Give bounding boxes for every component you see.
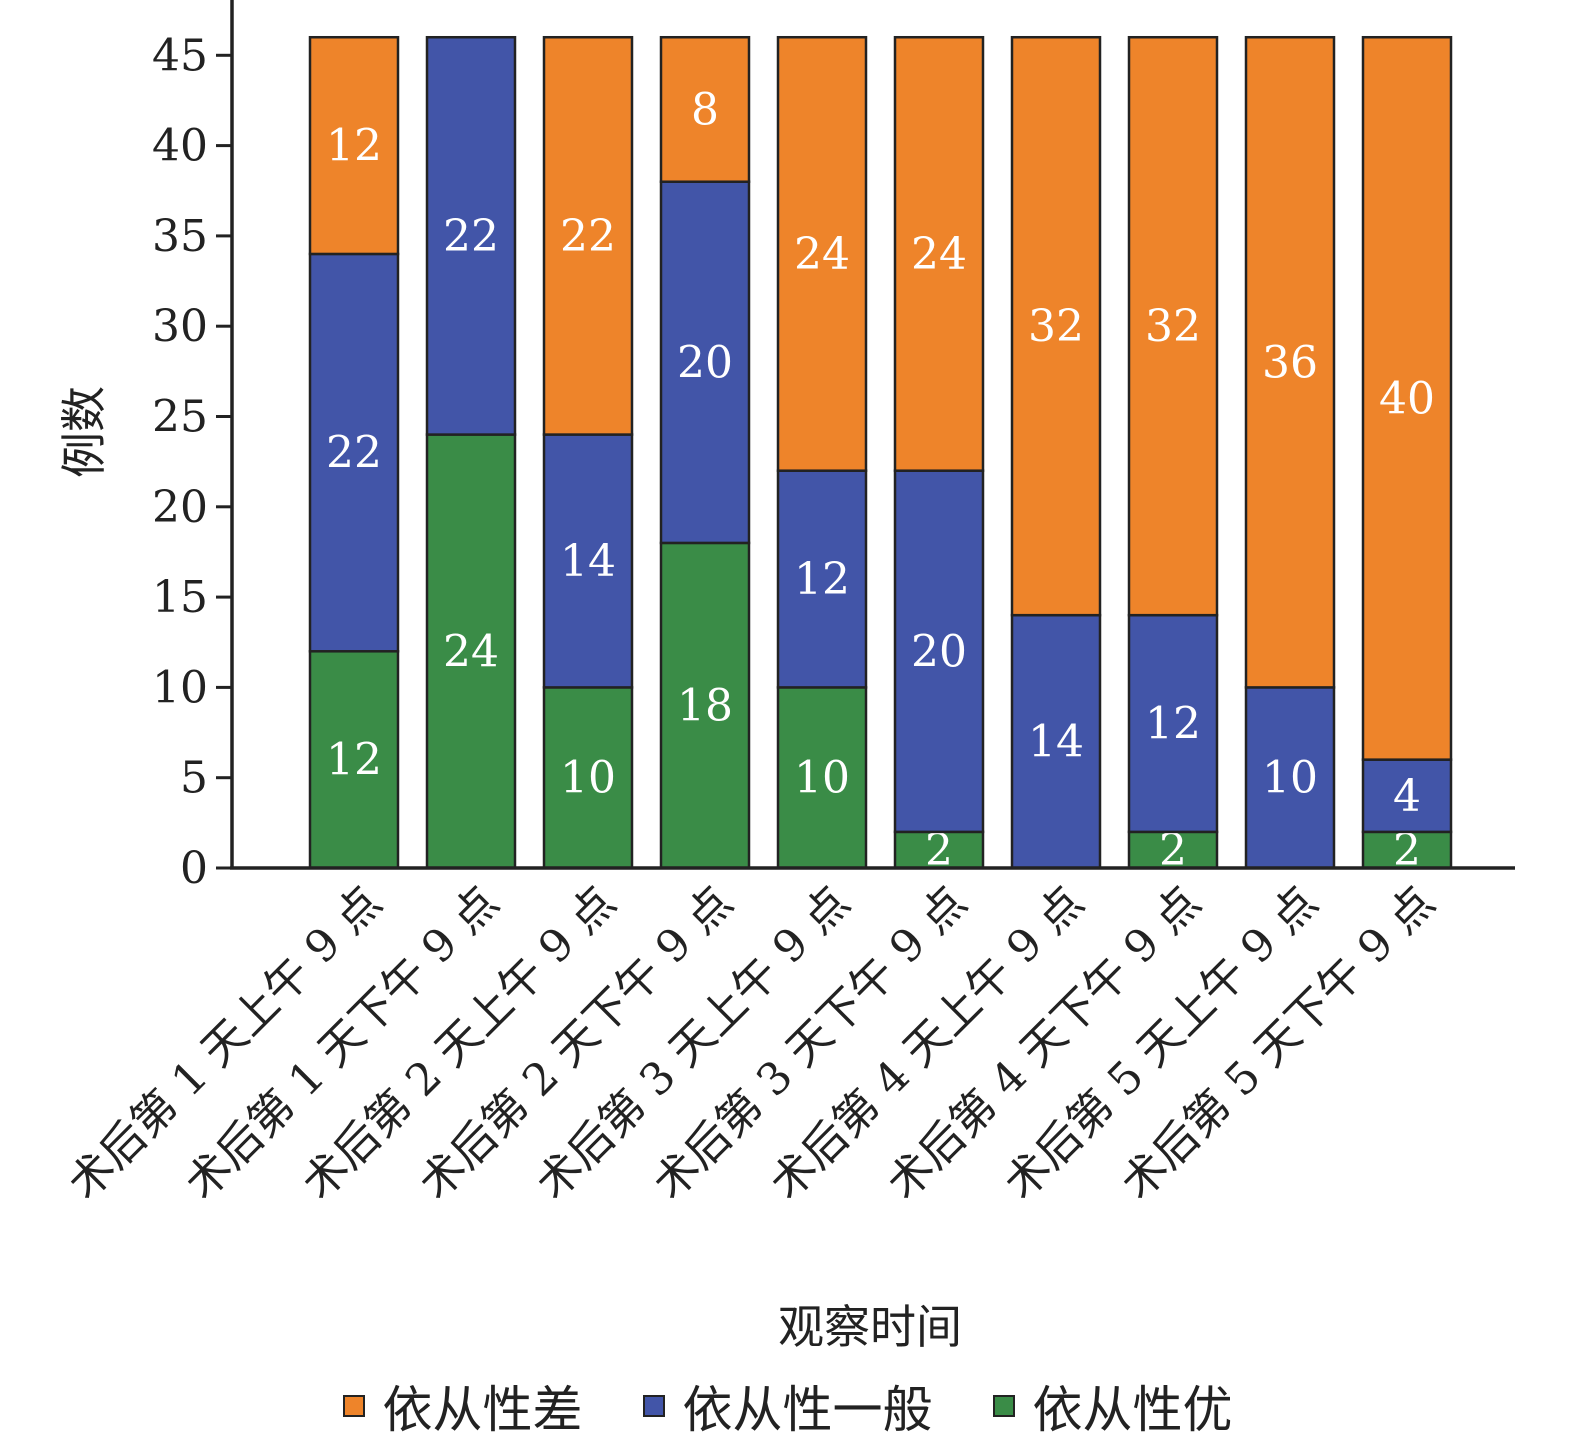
bar-segment xyxy=(1010,35,1102,617)
legend-swatch xyxy=(342,1395,365,1417)
bar-segment xyxy=(1361,35,1453,761)
data-label: 14 xyxy=(560,536,616,587)
legend-item: 依从性差 xyxy=(342,1370,583,1442)
y-tick-label: 35 xyxy=(152,211,208,262)
y-tick-label: 45 xyxy=(152,30,208,81)
stacked-bar-chart: 1222122422101422182081012242202414322123… xyxy=(57,0,1515,1354)
legend-item: 依从性一般 xyxy=(642,1370,933,1442)
data-label: 12 xyxy=(794,554,850,605)
data-label: 12 xyxy=(326,735,382,786)
y-tick-label: 10 xyxy=(152,662,208,713)
bar-segment xyxy=(542,35,634,436)
legend-label: 依从性优 xyxy=(1032,1381,1233,1439)
bar-segment xyxy=(893,35,985,472)
bar-segment xyxy=(308,650,400,870)
bar-segment xyxy=(893,469,985,834)
y-tick-label: 40 xyxy=(152,121,208,172)
data-label: 4 xyxy=(1393,771,1421,822)
data-label: 10 xyxy=(794,753,850,804)
legend-label: 依从性差 xyxy=(382,1381,583,1439)
y-axis-title: 例数 xyxy=(57,386,111,478)
data-label: 14 xyxy=(1028,717,1084,768)
bar-segment xyxy=(542,433,634,689)
y-tick-label: 0 xyxy=(180,843,208,894)
data-label: 20 xyxy=(677,337,733,388)
data-label: 32 xyxy=(1145,301,1201,352)
data-label: 20 xyxy=(911,626,967,677)
data-label: 22 xyxy=(443,211,499,262)
data-label: 36 xyxy=(1262,337,1318,388)
bar-segment xyxy=(1244,686,1336,870)
bar-segment xyxy=(1010,613,1102,870)
y-tick-label: 20 xyxy=(152,482,208,533)
data-label: 10 xyxy=(560,753,616,804)
bar-segment xyxy=(776,469,868,689)
legend-swatch xyxy=(992,1395,1015,1417)
y-tick-label: 15 xyxy=(152,572,208,623)
y-tick-label: 30 xyxy=(152,301,208,352)
bar-segment xyxy=(1244,35,1336,689)
data-label: 32 xyxy=(1028,301,1084,352)
bar-segment xyxy=(1127,613,1219,834)
legend-item: 依从性优 xyxy=(992,1370,1233,1442)
legend-label: 依从性一般 xyxy=(682,1381,933,1439)
data-label: 40 xyxy=(1379,373,1435,424)
data-label: 18 xyxy=(677,680,733,731)
data-label: 12 xyxy=(1145,699,1201,750)
bar-segment xyxy=(542,686,634,870)
bar-segment xyxy=(425,433,517,870)
chart-legend: 依从性差 依从性一般 依从性优 xyxy=(0,1370,1575,1442)
bar-segment xyxy=(659,180,751,545)
data-label: 24 xyxy=(443,626,499,677)
legend-swatch xyxy=(642,1395,665,1417)
x-axis-title: 观察时间 xyxy=(778,1300,962,1354)
data-label: 22 xyxy=(326,428,382,479)
bar-segment xyxy=(659,35,751,183)
bar-segment xyxy=(776,35,868,472)
bar-segment xyxy=(308,252,400,653)
data-label: 12 xyxy=(326,121,382,172)
bar-segment xyxy=(1127,35,1219,617)
bar-segment xyxy=(1127,830,1219,870)
bar-segment xyxy=(308,35,400,256)
data-label: 10 xyxy=(1262,753,1318,804)
bar-segment xyxy=(776,686,868,870)
data-label: 24 xyxy=(794,229,850,280)
y-tick-label: 25 xyxy=(152,392,208,443)
y-tick-label: 5 xyxy=(180,753,208,804)
data-label: 22 xyxy=(560,211,616,262)
data-label: 24 xyxy=(911,229,967,280)
data-label: 8 xyxy=(691,84,719,135)
bar-segment xyxy=(425,35,517,436)
bar-segment xyxy=(1361,830,1453,870)
